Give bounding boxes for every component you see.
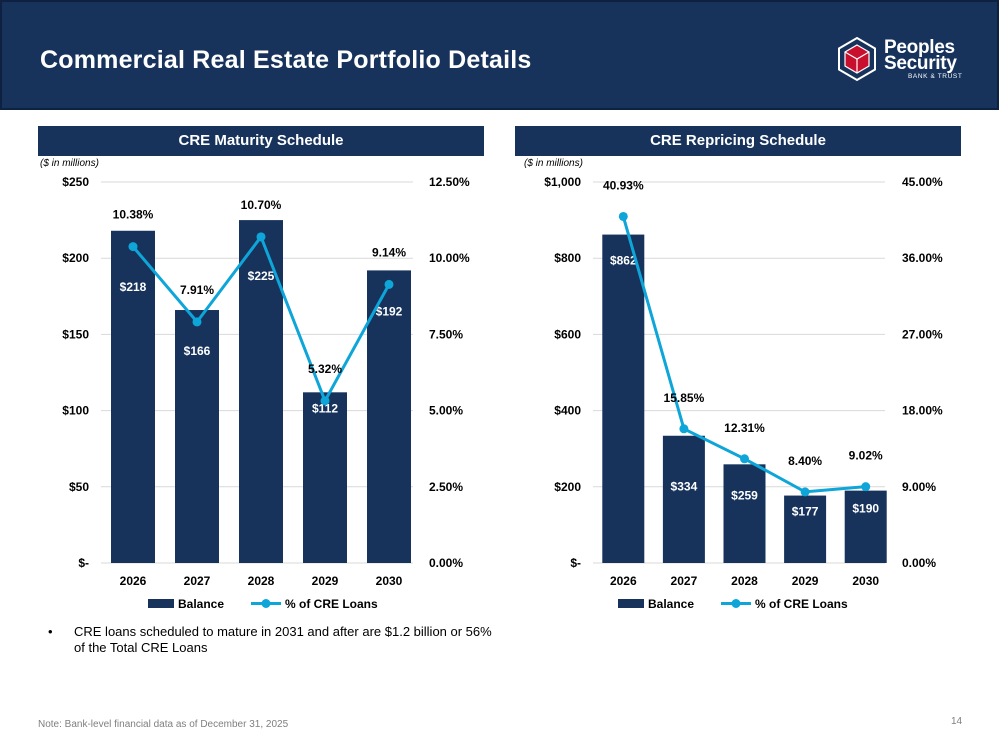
y-right-tick-label: 9.00%: [902, 480, 936, 494]
pct-value-label: 9.14%: [372, 245, 406, 259]
pct-cre-point: [256, 232, 266, 242]
y-right-tick-label: 0.00%: [429, 556, 463, 570]
company-logo: Peoples Security BANK & TRUST: [836, 36, 986, 82]
x-tick-label: 2028: [248, 574, 275, 588]
repricing-chart: $- $200 $400 $600 $800 $1,000 0.00% 9.00% 18.00%…: [544, 175, 943, 611]
y-left-tick-label: $1,000: [544, 175, 581, 189]
y-right-tick-label: 0.00%: [902, 556, 936, 570]
bar-value-label: $225: [248, 269, 275, 283]
x-tick-label: 2029: [312, 574, 339, 588]
balance-bar: [844, 490, 887, 563]
pct-value-label: 12.31%: [724, 421, 765, 435]
balance-bar: [602, 234, 645, 563]
bar-value-label: $166: [184, 344, 211, 358]
balance-bar: [303, 392, 347, 563]
bar-value-label: $190: [852, 502, 879, 516]
pct-cre-point: [861, 482, 871, 492]
legend-balance-label: Balance: [648, 597, 694, 611]
pct-value-label: 15.85%: [664, 391, 705, 405]
repricing-units-note: ($ in millions): [524, 158, 583, 169]
pct-value-label: 9.02%: [849, 449, 883, 463]
y-left-tick-label: $-: [570, 556, 581, 570]
logo-line3: BANK & TRUST: [908, 73, 963, 80]
y-right-tick-label: 45.00%: [902, 175, 943, 189]
maturity-panel-title: CRE Maturity Schedule: [38, 126, 484, 156]
repricing-panel-title: CRE Repricing Schedule: [515, 126, 961, 156]
maturity-chart: $- $50 $100 $150 $200 $250 0.00% 2.50% 5.00% 7.50…: [62, 175, 470, 611]
pct-cre-point: [320, 396, 330, 406]
slide-header: Commercial Real Estate Portfolio Details…: [0, 0, 999, 110]
y-right-tick-label: 7.50%: [429, 327, 463, 341]
balance-bar: [367, 270, 411, 563]
y-left-tick-label: $-: [78, 556, 89, 570]
y-right-tick-label: 27.00%: [902, 327, 943, 341]
pct-cre-point: [740, 454, 749, 464]
y-right-tick-label: 12.50%: [429, 175, 470, 189]
page-number: 14: [951, 716, 963, 727]
bullet-icon: •: [48, 624, 53, 639]
bar-value-label: $862: [610, 254, 637, 268]
legend-balance-label: Balance: [178, 597, 224, 611]
legend-balance-swatch: [618, 599, 644, 608]
page-title: Commercial Real Estate Portfolio Details: [40, 46, 532, 74]
bar-value-label: $112: [312, 401, 338, 415]
pct-cre-point: [192, 317, 202, 327]
legend-balance-swatch: [148, 599, 174, 608]
y-right-tick-label: 10.00%: [429, 251, 470, 265]
bar-value-label: $192: [376, 304, 403, 318]
logo-line2: Security: [884, 53, 957, 74]
y-left-tick-label: $150: [62, 327, 89, 341]
y-right-tick-label: 18.00%: [902, 404, 943, 418]
x-tick-label: 2027: [671, 574, 698, 588]
pct-value-label: 5.32%: [308, 362, 342, 376]
x-tick-label: 2029: [792, 574, 819, 588]
balance-bar: [784, 495, 827, 563]
pct-cre-point: [800, 487, 810, 497]
y-left-tick-label: $100: [62, 404, 89, 418]
balance-bar: [723, 464, 766, 563]
pct-value-label: 8.40%: [788, 454, 822, 468]
legend-pct-marker: [731, 599, 741, 608]
legend-pct-marker: [261, 599, 271, 608]
maturity-units-note: ($ in millions): [40, 158, 99, 169]
pct-cre-point: [679, 424, 689, 434]
x-tick-label: 2026: [120, 574, 147, 588]
bar-value-label: $259: [731, 488, 758, 502]
bar-value-label: $334: [671, 480, 698, 494]
legend-pct-label: % of CRE Loans: [755, 597, 848, 611]
pct-cre-point: [618, 211, 628, 221]
legend-pct-label: % of CRE Loans: [285, 597, 378, 611]
pct-value-label: 10.70%: [241, 198, 282, 212]
x-tick-label: 2026: [610, 574, 637, 588]
logo-line1: Peoples: [884, 37, 955, 58]
pct-cre-point: [128, 242, 138, 252]
y-left-tick-label: $200: [62, 251, 89, 265]
pct-value-label: 10.38%: [113, 208, 154, 222]
balance-bar: [111, 230, 155, 563]
y-right-tick-label: 36.00%: [902, 251, 943, 265]
y-left-tick-label: $600: [554, 327, 581, 341]
bar-value-label: $177: [792, 505, 819, 519]
maturity-note-text: CRE loans scheduled to mature in 2031 an…: [74, 624, 492, 655]
balance-bar: [175, 310, 219, 563]
pct-value-label: 40.93%: [603, 178, 644, 192]
footnote: Note: Bank-level financial data as of De…: [38, 719, 289, 730]
y-left-tick-label: $50: [69, 480, 89, 494]
pct-cre-point: [384, 279, 394, 289]
x-tick-label: 2030: [376, 574, 403, 588]
hexagon-cube-icon: [838, 36, 876, 82]
balance-bar: [662, 435, 705, 563]
y-left-tick-label: $400: [554, 404, 581, 418]
x-tick-label: 2028: [731, 574, 758, 588]
y-right-tick-label: 5.00%: [429, 404, 463, 418]
y-right-tick-label: 2.50%: [429, 480, 463, 494]
y-left-tick-label: $800: [554, 251, 581, 265]
x-tick-label: 2030: [852, 574, 879, 588]
y-left-tick-label: $250: [62, 175, 89, 189]
y-left-tick-label: $200: [554, 480, 581, 494]
pct-value-label: 7.91%: [180, 283, 214, 297]
bar-value-label: $218: [120, 280, 147, 294]
x-tick-label: 2027: [184, 574, 211, 588]
